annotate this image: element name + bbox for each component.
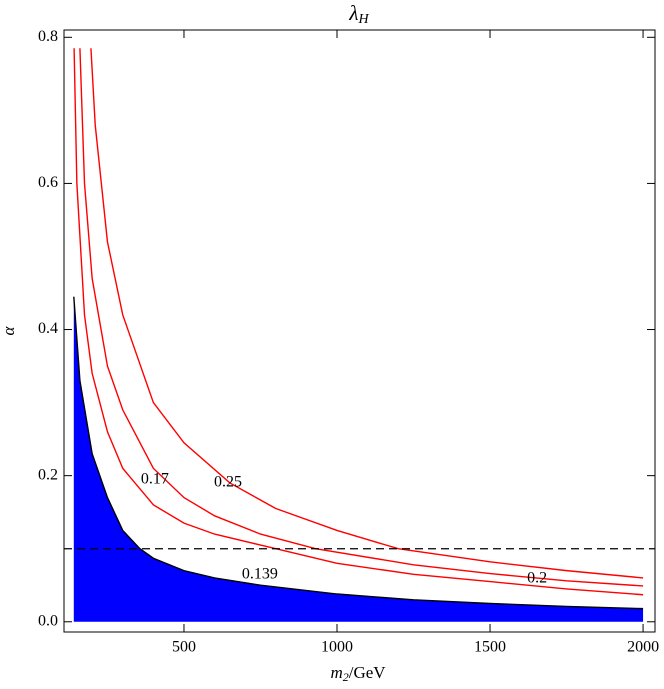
contour-label: 0.17 [141, 471, 169, 488]
y-tick-label: 0.2 [38, 466, 58, 483]
y-tick-label: 0.4 [38, 320, 58, 337]
contour-line [79, 48, 644, 587]
x-axis-label: m2/GeV [330, 663, 386, 684]
y-tick-label: 0.0 [38, 612, 58, 629]
contour-label: 0.25 [214, 474, 242, 491]
y-tick-label: 0.8 [38, 28, 58, 45]
x-label-unit: /GeV [349, 663, 387, 682]
x-tick-label: 500 [172, 639, 196, 656]
contour-line [90, 48, 644, 579]
y-axis-label: α [0, 325, 18, 335]
y-tick-label: 0.6 [38, 174, 58, 191]
x-tick-label: 1000 [321, 639, 353, 656]
plot-frame [63, 29, 656, 633]
contour-line [73, 48, 644, 596]
title-sub: H [357, 12, 369, 27]
x-tick-label: 2000 [627, 639, 659, 656]
x-label-main: m [330, 663, 342, 682]
filled-region [73, 296, 644, 622]
contour-line [73, 296, 644, 610]
x-tick-label: 1500 [474, 639, 506, 656]
x-label-sub: 2 [343, 670, 349, 684]
chart-title: λH [348, 1, 369, 27]
contour-label: 0.2 [527, 569, 547, 586]
title-main: λ [348, 1, 358, 25]
contour-label: 0.139 [242, 566, 278, 583]
